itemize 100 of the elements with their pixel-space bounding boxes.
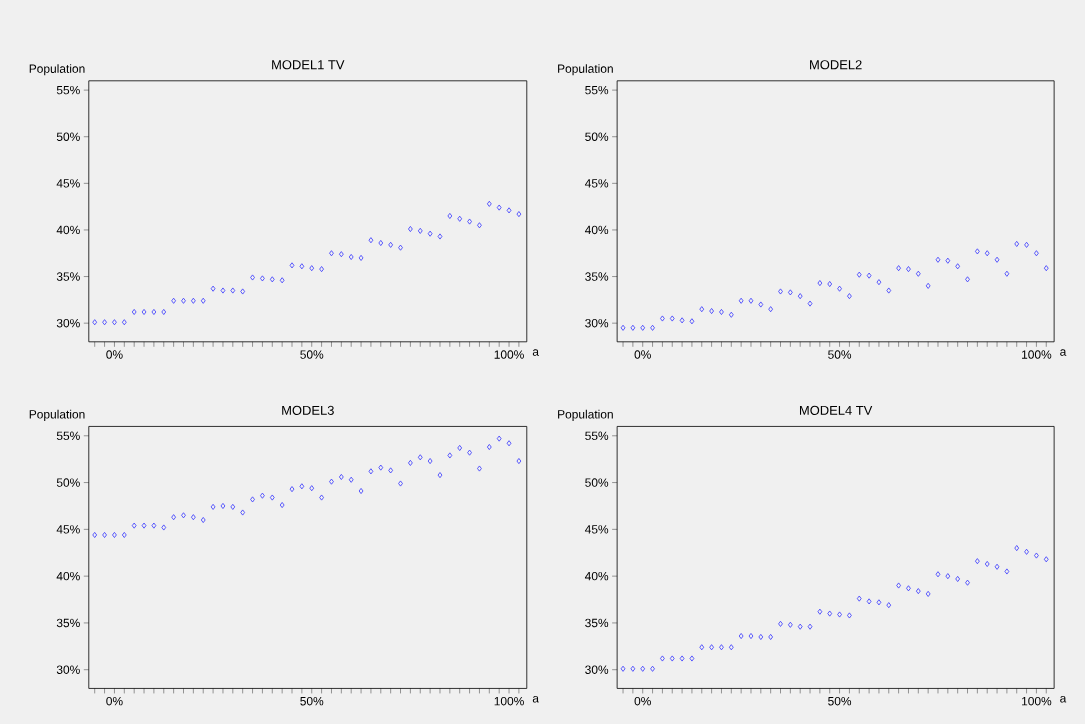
y-tick-label: 30% bbox=[56, 318, 80, 328]
point bbox=[348, 253, 354, 260]
point bbox=[797, 293, 803, 300]
y-tick-label: 35% bbox=[56, 618, 80, 628]
y-tick-label: 40% bbox=[56, 225, 80, 235]
y-tick-label: 30% bbox=[56, 665, 80, 674]
point bbox=[329, 478, 334, 485]
x-tick-label: 0% bbox=[106, 696, 123, 706]
y-axis-title: Population bbox=[29, 409, 85, 421]
point bbox=[1004, 270, 1010, 277]
y-tick-label: 55% bbox=[56, 85, 80, 95]
point bbox=[279, 277, 285, 284]
point bbox=[748, 297, 754, 304]
point bbox=[408, 226, 413, 233]
point bbox=[738, 297, 744, 304]
x-tick-label: 100% bbox=[494, 696, 524, 706]
point bbox=[689, 318, 695, 325]
y-tick-label: 55% bbox=[56, 431, 80, 440]
point bbox=[758, 301, 764, 308]
point bbox=[358, 254, 364, 261]
y-tick-label: 55% bbox=[585, 85, 609, 95]
point bbox=[778, 620, 783, 627]
point bbox=[660, 315, 665, 322]
point bbox=[191, 297, 196, 304]
point bbox=[161, 308, 167, 315]
point bbox=[827, 610, 833, 617]
point bbox=[620, 665, 626, 672]
point bbox=[477, 465, 482, 472]
point bbox=[220, 287, 226, 294]
point bbox=[728, 644, 734, 651]
point bbox=[837, 611, 842, 618]
point bbox=[496, 435, 502, 442]
y-tick-label: 50% bbox=[56, 478, 80, 487]
y-tick-label: 35% bbox=[585, 272, 609, 281]
point bbox=[807, 300, 813, 307]
point bbox=[447, 452, 453, 459]
point bbox=[886, 287, 892, 294]
point bbox=[496, 204, 502, 211]
point bbox=[817, 608, 823, 615]
point bbox=[1004, 568, 1010, 575]
point bbox=[112, 531, 117, 538]
point bbox=[200, 517, 206, 523]
point bbox=[994, 563, 1000, 570]
y-axis-title: Population bbox=[29, 64, 85, 76]
point bbox=[1014, 240, 1020, 247]
point bbox=[338, 473, 344, 480]
x-tick-label: 50% bbox=[300, 350, 324, 359]
point bbox=[220, 502, 226, 509]
point bbox=[630, 324, 636, 331]
point bbox=[788, 621, 793, 628]
point bbox=[477, 222, 482, 229]
point bbox=[679, 655, 685, 662]
point bbox=[289, 486, 295, 493]
point bbox=[181, 297, 186, 304]
point bbox=[630, 665, 636, 672]
point bbox=[945, 573, 951, 580]
point bbox=[669, 315, 675, 322]
point bbox=[965, 579, 970, 586]
point bbox=[161, 524, 167, 531]
point bbox=[437, 472, 443, 479]
point bbox=[817, 280, 823, 287]
point bbox=[437, 233, 443, 240]
point bbox=[1043, 265, 1049, 272]
point bbox=[210, 285, 216, 292]
point bbox=[797, 623, 803, 630]
y-tick-label: 55% bbox=[585, 431, 609, 440]
chart-title: MODEL4 TV bbox=[799, 405, 873, 415]
point bbox=[329, 250, 334, 257]
point bbox=[358, 487, 364, 494]
point bbox=[240, 288, 246, 295]
point bbox=[102, 319, 107, 326]
point bbox=[309, 265, 315, 272]
point bbox=[447, 212, 453, 219]
point bbox=[699, 306, 705, 313]
point bbox=[728, 311, 734, 318]
x-tick-label: 0% bbox=[634, 696, 651, 706]
point bbox=[408, 459, 413, 466]
point bbox=[886, 602, 892, 609]
point bbox=[506, 440, 512, 447]
point bbox=[955, 263, 961, 270]
point bbox=[896, 265, 901, 272]
point bbox=[368, 468, 374, 475]
point bbox=[738, 633, 744, 640]
point bbox=[486, 200, 492, 207]
point bbox=[866, 598, 872, 605]
point bbox=[348, 476, 354, 483]
point bbox=[827, 281, 833, 288]
point bbox=[102, 531, 107, 538]
x-tick-label: 0% bbox=[634, 350, 651, 359]
point bbox=[1034, 250, 1039, 257]
x-axis-title: a bbox=[1060, 349, 1067, 356]
point bbox=[121, 319, 127, 326]
point bbox=[299, 483, 305, 490]
point bbox=[906, 266, 911, 273]
point bbox=[260, 275, 265, 282]
point bbox=[758, 633, 764, 640]
point bbox=[837, 285, 842, 292]
y-tick-label: 40% bbox=[584, 571, 609, 581]
y-tick-label: 30% bbox=[585, 318, 609, 328]
point bbox=[230, 503, 236, 510]
